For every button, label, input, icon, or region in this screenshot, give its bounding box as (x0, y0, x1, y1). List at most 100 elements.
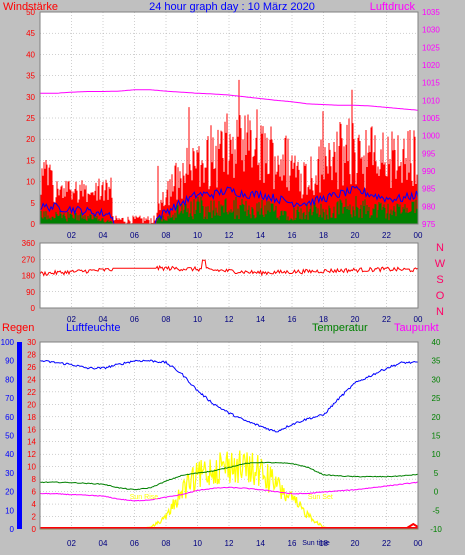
x-tick-label: 00 (414, 539, 423, 548)
pressure-axis-title: Luftdruck (370, 1, 416, 13)
x-tick-label: 10 (193, 539, 202, 548)
rain-axis-title: Regen (2, 322, 34, 334)
x-tick-label: 18 (319, 315, 328, 324)
humidity-tick-label: 20 (5, 488, 14, 497)
rain-tick-label: 30 (27, 338, 36, 347)
rain-tick-label: 10 (27, 463, 36, 472)
x-tick-label: 18 (319, 231, 328, 240)
humidity-tick-label: 100 (1, 338, 15, 347)
temperature-tick-label: 0 (434, 488, 439, 497)
pressure-tick-label: 990 (422, 167, 436, 176)
wind-tick-label: 45 (26, 29, 35, 38)
sun-time-label: Sun time (302, 540, 330, 547)
humidity-line (39, 359, 419, 433)
rain-tick-label: 18 (27, 413, 36, 422)
humidity-tick-label: 0 (10, 525, 15, 534)
dewpoint-axis-title: Taupunkt (394, 322, 439, 334)
wind-tick-label: 5 (31, 199, 36, 208)
x-tick-label: 10 (193, 315, 202, 324)
direction-tick-label: 270 (22, 255, 36, 264)
temperature-tick-label: 5 (434, 469, 439, 478)
rain-tick-label: 22 (27, 388, 36, 397)
direction-tick-label: 180 (22, 272, 36, 281)
temperature-tick-label: 20 (432, 413, 441, 422)
pressure-tick-label: 995 (422, 149, 436, 158)
pressure-tick-label: 1035 (422, 8, 440, 17)
wind-plot-frame (39, 11, 419, 225)
x-tick-label: 14 (256, 231, 265, 240)
compass-label: W (435, 258, 446, 270)
temperature-tick-label: 40 (432, 338, 441, 347)
rain-tick-label: 2 (32, 513, 37, 522)
wind-tick-label: 10 (26, 178, 35, 187)
x-tick-label: 06 (130, 231, 139, 240)
pressure-tick-label: 1010 (422, 96, 440, 105)
rain-tick-label: 14 (27, 438, 36, 447)
humidity-axis-bar (17, 342, 22, 529)
wind-direction-line (39, 259, 419, 277)
temperature-line (39, 461, 419, 491)
compass-label: S (436, 274, 443, 286)
direction-tick-label: 90 (26, 288, 35, 297)
direction-tick-label: 0 (31, 304, 36, 313)
x-tick-label: 02 (67, 539, 76, 548)
x-tick-label: 12 (225, 539, 234, 548)
rain-tick-label: 8 (32, 475, 37, 484)
pressure-tick-label: 1025 (422, 43, 440, 52)
temperature-axis-title: Temperatur (312, 322, 368, 334)
pressure-tick-label: 980 (422, 202, 436, 211)
rain-tick-label: 26 (27, 363, 36, 372)
humidity-tick-label: 30 (5, 469, 14, 478)
wind-average-line (39, 185, 419, 225)
humidity-plot-frame (39, 341, 419, 530)
compass-label: N (436, 306, 444, 318)
humidity-axis-title: Luftfeuchte (66, 322, 120, 334)
x-tick-label: 20 (351, 315, 360, 324)
x-tick-label: 06 (130, 315, 139, 324)
direction-tick-label: 360 (22, 239, 36, 248)
temperature-tick-label: -5 (432, 506, 440, 515)
x-tick-label: 22 (382, 231, 391, 240)
x-tick-label: 22 (382, 539, 391, 548)
pressure-tick-label: 1000 (422, 132, 440, 141)
x-tick-label: 16 (288, 539, 297, 548)
wind-axis-title: Windstärke (3, 1, 58, 13)
graph-title: 24 hour graph day : 10 März 2020 (149, 1, 315, 13)
pressure-tick-label: 1020 (422, 61, 440, 70)
x-tick-label: 02 (67, 315, 76, 324)
humidity-tick-label: 60 (5, 413, 14, 422)
humidity-tick-label: 70 (5, 394, 14, 403)
pressure-line (40, 89, 419, 111)
x-tick-label: 02 (67, 231, 76, 240)
pressure-tick-label: 975 (422, 220, 436, 229)
pressure-tick-label: 985 (422, 185, 436, 194)
humidity-tick-label: 90 (5, 357, 14, 366)
humidity-tick-label: 40 (5, 450, 14, 459)
direction-plot-frame (39, 242, 419, 309)
x-tick-label: 00 (414, 231, 423, 240)
temperature-tick-label: 15 (432, 432, 441, 441)
x-tick-label: 22 (382, 315, 391, 324)
wind-tick-label: 15 (26, 156, 35, 165)
compass-label: N (436, 242, 444, 254)
dewpoint-line (39, 481, 419, 502)
wind-tick-label: 0 (31, 220, 36, 229)
wind-tick-label: 50 (26, 8, 35, 17)
humidity-tick-label: 10 (5, 506, 14, 515)
x-tick-label: 08 (162, 539, 171, 548)
x-tick-label: 10 (193, 231, 202, 240)
humidity-tick-label: 50 (5, 432, 14, 441)
sunrise-label: Sun Rise (130, 494, 159, 501)
temperature-tick-label: -10 (430, 525, 442, 534)
rain-bump (406, 522, 419, 529)
x-tick-label: 20 (351, 539, 360, 548)
x-tick-label: 18 (319, 539, 328, 548)
sunset-label: Sun Set (308, 494, 333, 501)
rain-tick-label: 24 (27, 375, 36, 384)
rain-tick-label: 0 (32, 525, 37, 534)
temperature-tick-label: 10 (432, 450, 441, 459)
pressure-tick-label: 1030 (422, 26, 440, 35)
x-tick-label: 08 (162, 315, 171, 324)
wind-tick-label: 30 (26, 93, 35, 102)
